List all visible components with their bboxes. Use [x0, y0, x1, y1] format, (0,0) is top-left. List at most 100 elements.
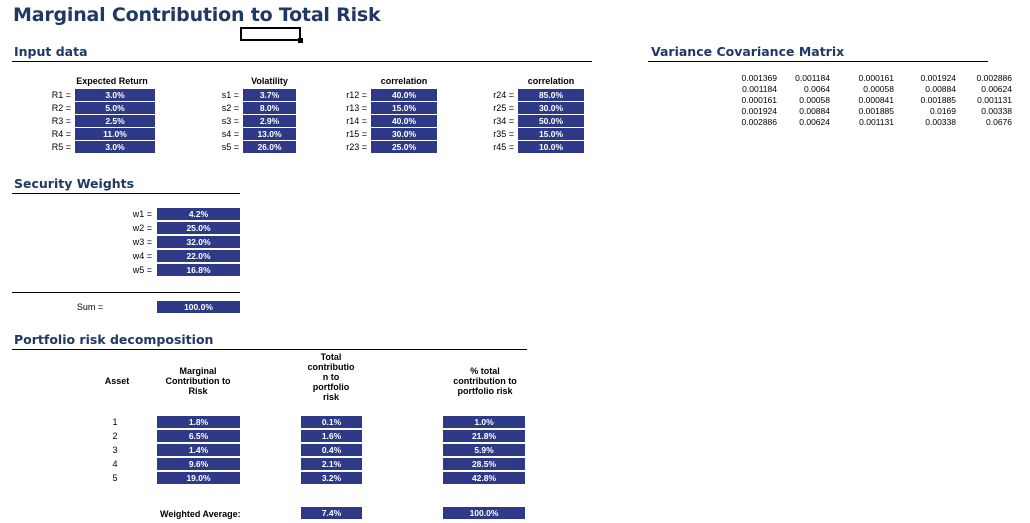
input-label: r25 = [493, 103, 514, 113]
pct-contribution-cell[interactable]: 42.8% [443, 472, 525, 485]
vcm-cell[interactable]: 0.001369 [741, 73, 777, 83]
input-value-cell[interactable]: 40.0% [371, 89, 437, 102]
input-label: r12 = [346, 90, 367, 100]
total-contribution-cell[interactable]: 2.1% [301, 458, 362, 471]
vcm-cell[interactable]: 0.001131 [859, 117, 894, 127]
weighted-total-cell[interactable]: 7.4% [301, 507, 362, 520]
fill-handle[interactable] [298, 38, 303, 43]
input-label: r23 = [346, 142, 367, 152]
vcm-cell[interactable]: 0.0676 [986, 117, 1012, 127]
header-line: % total [470, 366, 500, 376]
input-label: s4 = [221, 129, 239, 139]
asset-number: 2 [112, 431, 118, 441]
vcm-cell[interactable]: 0.000841 [858, 95, 894, 105]
weight-value-cell[interactable]: 25.0% [157, 222, 240, 235]
input-value-cell[interactable]: 3.0% [75, 89, 155, 102]
weight-label: w1 = [132, 209, 152, 219]
vcm-cell[interactable]: 0.001184 [742, 84, 777, 94]
input-label: r15 = [346, 129, 367, 139]
weighted-average-label: Weighted Average: [160, 509, 241, 519]
vcm-cell[interactable]: 0.00624 [799, 117, 830, 127]
total-contribution-cell[interactable]: 0.1% [301, 416, 362, 429]
total-contribution-cell[interactable]: 0.4% [301, 444, 362, 457]
vcm-cell[interactable]: 0.0064 [804, 84, 830, 94]
input-label: s1 = [221, 90, 239, 100]
total-contribution-cell[interactable]: 3.2% [301, 472, 362, 485]
vcm-cell[interactable]: 0.001924 [920, 73, 956, 83]
input-label: r35 = [493, 129, 514, 139]
vcm-cell[interactable]: 0.002886 [741, 117, 777, 127]
pct-contribution-cell[interactable]: 28.5% [443, 458, 525, 471]
input-value-cell[interactable]: 13.0% [243, 128, 296, 141]
vcm-cell[interactable]: 0.00884 [925, 84, 956, 94]
marginal-contribution-cell[interactable]: 1.4% [157, 444, 240, 457]
weights-rule [12, 193, 240, 194]
input-value-cell[interactable]: 3.7% [243, 89, 296, 102]
input-value-cell[interactable]: 50.0% [518, 115, 584, 128]
vcm-cell[interactable]: 0.000161 [741, 95, 777, 105]
vcm-cell[interactable]: 0.001184 [795, 73, 830, 83]
input-value-cell[interactable]: 26.0% [243, 141, 296, 154]
input-label: R5 = [51, 142, 71, 152]
input-label: s3 = [221, 116, 239, 126]
weight-value-cell[interactable]: 32.0% [157, 236, 240, 249]
input-value-cell[interactable]: 8.0% [243, 102, 296, 115]
input-value-cell[interactable]: 30.0% [518, 102, 584, 115]
vcm-cell[interactable]: 0.001885 [858, 106, 894, 116]
weighted-pct-cell[interactable]: 100.0% [443, 507, 525, 520]
input-value-cell[interactable]: 5.0% [75, 102, 155, 115]
weight-value-cell[interactable]: 16.8% [157, 264, 240, 277]
vcm-cell[interactable]: 0.002886 [976, 73, 1012, 83]
vcm-cell[interactable]: 0.00338 [925, 117, 956, 127]
input-label: R4 = [51, 129, 71, 139]
input-value-cell[interactable]: 2.5% [75, 115, 155, 128]
vcm-cell[interactable]: 0.001885 [920, 95, 956, 105]
vcm-cell[interactable]: 0.00058 [863, 84, 894, 94]
vcm-cell[interactable]: 0.00624 [981, 84, 1012, 94]
vcm-cell[interactable]: 0.001924 [741, 106, 777, 116]
page-title: Marginal Contribution to Total Risk [13, 4, 381, 26]
asset-header: Asset [104, 376, 130, 386]
vcm-cell[interactable]: 0.00338 [981, 106, 1012, 116]
weight-value-cell[interactable]: 22.0% [157, 250, 240, 263]
input-value-cell[interactable]: 3.0% [75, 141, 155, 154]
vcm-cell[interactable]: 0.00058 [799, 95, 830, 105]
vcm-cell[interactable]: 0.000161 [858, 73, 894, 83]
input-value-cell[interactable]: 25.0% [371, 141, 437, 154]
input-data-rule [12, 61, 592, 62]
sum-value-cell[interactable]: 100.0% [157, 301, 240, 314]
input-label: r24 = [493, 90, 514, 100]
input-value-cell[interactable]: 30.0% [371, 128, 437, 141]
input-value-cell[interactable]: 15.0% [518, 128, 584, 141]
header-line: contribution to [453, 376, 517, 386]
pct-contribution-cell[interactable]: 5.9% [443, 444, 525, 457]
input-value-cell[interactable]: 11.0% [75, 128, 155, 141]
weight-value-cell[interactable]: 4.2% [157, 208, 240, 221]
input-value-cell[interactable]: 15.0% [371, 102, 437, 115]
input-value-cell[interactable]: 40.0% [371, 115, 437, 128]
input-label: r34 = [493, 116, 514, 126]
security-weights-heading: Security Weights [14, 176, 135, 191]
vcm-cell[interactable]: 0.0169 [930, 106, 956, 116]
decomposition-rule [12, 349, 527, 350]
pct-contribution-cell[interactable]: 21.8% [443, 430, 525, 443]
input-label: R3 = [51, 116, 71, 126]
input-value-cell[interactable]: 85.0% [518, 89, 584, 102]
pct-contribution-cell[interactable]: 1.0% [443, 416, 525, 429]
input-label: s5 = [221, 142, 239, 152]
input-value-cell[interactable]: 10.0% [518, 141, 584, 154]
vcm-cell[interactable]: 0.001131 [977, 95, 1012, 105]
input-column-header: Expected Return [76, 76, 148, 86]
marginal-contribution-cell[interactable]: 6.5% [157, 430, 240, 443]
marginal-contribution-cell[interactable]: 1.8% [157, 416, 240, 429]
input-column-header: correlation [527, 76, 575, 86]
marginal-contribution-cell[interactable]: 9.6% [157, 458, 240, 471]
asset-number: 3 [112, 445, 118, 455]
input-column-header: Volatility [251, 76, 288, 86]
marginal-contribution-cell[interactable]: 19.0% [157, 472, 240, 485]
total-contribution-cell[interactable]: 1.6% [301, 430, 362, 443]
active-cell-selection[interactable] [240, 27, 303, 43]
input-value-cell[interactable]: 2.9% [243, 115, 296, 128]
input-label: s2 = [221, 103, 239, 113]
vcm-cell[interactable]: 0.00884 [799, 106, 830, 116]
